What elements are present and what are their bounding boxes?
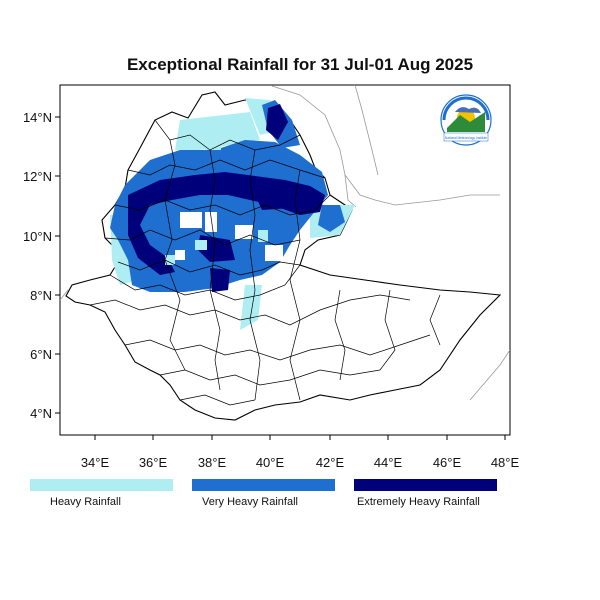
y-tick-label: 6°N bbox=[30, 347, 52, 362]
x-tick-labels: 34°E 36°E 38°E 40°E 42°E 44°E 46°E 48°E bbox=[81, 455, 520, 470]
rainfall-heavy-spots bbox=[165, 140, 268, 265]
x-tick-label: 42°E bbox=[316, 455, 345, 470]
x-tick-label: 46°E bbox=[433, 455, 462, 470]
y-tick-labels: 14°N 12°N 10°N 8°N 6°N 4°N bbox=[23, 110, 52, 421]
legend-label-very-heavy: Very Heavy Rainfall bbox=[202, 496, 298, 508]
logo-text: National Meteorology Institute bbox=[445, 136, 487, 140]
neighbor-boundaries bbox=[60, 85, 510, 401]
map-title: Exceptional Rainfall for 31 Jul-01 Aug 2… bbox=[126, 55, 474, 74]
admin-boundaries bbox=[89, 119, 441, 406]
legend-label-extreme: Extremely Heavy Rainfall bbox=[357, 496, 480, 508]
rainfall-extreme bbox=[128, 104, 325, 292]
agency-logo: National Meteorology Institute bbox=[440, 94, 492, 146]
legend-swatch-heavy bbox=[30, 479, 173, 491]
x-tick-label: 48°E bbox=[491, 455, 520, 470]
y-tick-label: 4°N bbox=[30, 406, 52, 421]
legend-label-heavy: Heavy Rainfall bbox=[50, 496, 121, 508]
x-tick-label: 40°E bbox=[256, 455, 285, 470]
y-tick-label: 8°N bbox=[30, 288, 52, 303]
x-tick-label: 44°E bbox=[374, 455, 403, 470]
legend-swatch-extreme bbox=[354, 479, 497, 491]
y-tick-label: 12°N bbox=[23, 169, 52, 184]
x-tick-label: 34°E bbox=[81, 455, 110, 470]
x-tick-label: 38°E bbox=[198, 455, 227, 470]
y-ticks bbox=[55, 116, 60, 414]
y-tick-label: 10°N bbox=[23, 229, 52, 244]
y-tick-label: 14°N bbox=[23, 110, 52, 125]
legend-swatch-very-heavy bbox=[192, 479, 335, 491]
x-ticks bbox=[94, 435, 506, 440]
x-tick-label: 36°E bbox=[139, 455, 168, 470]
